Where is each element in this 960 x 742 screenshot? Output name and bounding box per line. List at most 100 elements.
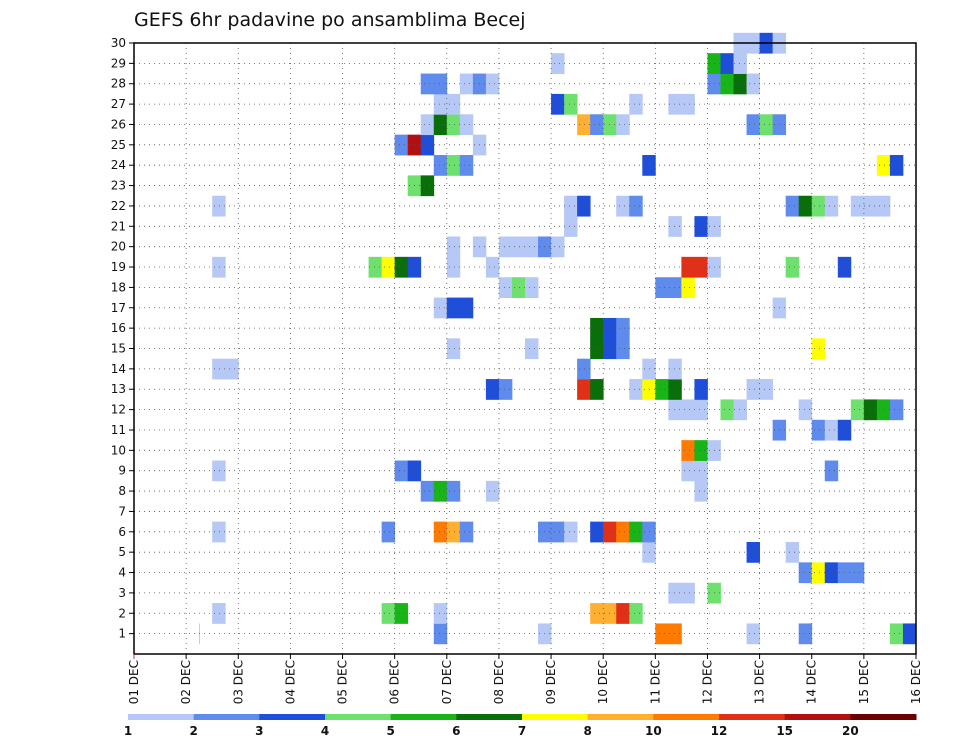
heatmap-cell — [420, 114, 435, 136]
colorbar-label: 12 — [711, 724, 728, 738]
heatmap-cell — [433, 297, 448, 319]
y-tick-label: 19 — [111, 260, 126, 274]
heatmap-cell — [785, 541, 800, 563]
colorbar-label: 3 — [255, 724, 263, 738]
heatmap-cell — [811, 419, 826, 441]
y-tick-label: 16 — [111, 321, 126, 335]
x-tick-label: 03 DEC — [231, 660, 245, 704]
heatmap-cell — [668, 399, 708, 421]
heatmap-cell — [746, 623, 760, 645]
y-tick-label: 10 — [111, 443, 126, 457]
heatmap-cell — [655, 623, 669, 645]
heatmap-cell — [720, 399, 734, 421]
y-tick-label: 27 — [111, 97, 126, 111]
heatmap-cell — [420, 134, 435, 156]
heatmap-cell — [590, 114, 604, 136]
colorbar-swatch — [719, 714, 786, 720]
heatmap-cell — [681, 440, 695, 461]
heatmap-cell — [720, 53, 734, 74]
y-tick-label: 6 — [118, 525, 126, 539]
heatmap-cell — [798, 399, 813, 421]
heatmap-cell — [459, 73, 474, 95]
heatmap-cell — [564, 521, 578, 543]
heatmap-cell — [212, 358, 239, 380]
heatmap-cell — [485, 256, 500, 278]
heatmap-cell — [616, 195, 630, 217]
heatmap-cell — [394, 460, 409, 482]
heatmap-cell — [668, 93, 695, 115]
heatmap-cell — [446, 480, 461, 502]
heatmap-cell — [694, 379, 708, 400]
y-tick-label: 20 — [111, 240, 126, 254]
heatmap-cell — [798, 623, 813, 645]
heatmap-cell — [694, 480, 708, 502]
heatmap-cell — [381, 603, 396, 624]
heatmap-cell — [616, 338, 630, 360]
y-tick-label: 11 — [111, 423, 126, 437]
heatmap-cell — [551, 53, 565, 74]
heatmap-cell — [668, 582, 695, 604]
colorbar: 1 2 3 4 5 6 7 8 10 12 15 20 — [124, 714, 917, 738]
heatmap-cell — [824, 562, 839, 584]
heatmap-cell — [459, 521, 474, 543]
colorbar-label: 5 — [386, 724, 394, 738]
heatmap-cell — [564, 195, 578, 217]
heatmap-cell — [381, 256, 396, 278]
heatmap-cell — [629, 521, 643, 543]
colorbar-label: 4 — [321, 724, 329, 738]
y-axis: 1234567891011121314151617181920212223242… — [111, 36, 134, 641]
heatmap-cell — [459, 114, 474, 136]
heatmap-cell — [590, 521, 604, 543]
x-tick-label: 11 DEC — [648, 660, 662, 704]
y-tick-label: 26 — [111, 117, 126, 131]
y-tick-label: 21 — [111, 219, 126, 233]
heatmap-cell — [837, 562, 865, 584]
heatmap-cell — [577, 358, 591, 380]
y-tick-label: 28 — [111, 77, 126, 91]
y-tick-label: 18 — [111, 280, 126, 294]
heatmap-cell — [655, 379, 669, 400]
heatmap-cell — [720, 73, 734, 95]
heatmap-cell — [681, 277, 695, 298]
heatmap-cell — [381, 521, 396, 543]
heatmap-cell — [590, 338, 604, 360]
x-tick-label: 14 DEC — [805, 660, 819, 704]
x-tick-label: 08 DEC — [492, 660, 506, 704]
y-tick-label: 14 — [111, 362, 126, 376]
heatmap-cell — [889, 155, 904, 176]
heatmap-cell — [212, 195, 226, 217]
colorbar-label: 7 — [518, 724, 526, 738]
heatmap-cell — [212, 603, 226, 624]
colorbar-label: 10 — [645, 724, 662, 738]
heatmap-cell — [746, 114, 760, 136]
heatmap-cell — [590, 317, 604, 339]
heatmap-cell — [420, 175, 435, 197]
heatmap-cell — [433, 114, 448, 136]
heatmap-cell — [446, 114, 461, 136]
heatmap-cell — [824, 195, 839, 217]
heatmap-cell — [498, 277, 513, 298]
x-tick-label: 06 DEC — [388, 660, 402, 704]
heatmap-cell — [212, 256, 226, 278]
heatmap-cell — [889, 399, 904, 421]
heatmap-cell — [668, 216, 682, 237]
y-tick-label: 1 — [118, 627, 126, 641]
heatmap-cell — [551, 236, 565, 258]
x-tick-label: 04 DEC — [283, 660, 297, 704]
heatmap-cell — [590, 379, 604, 400]
y-tick-label: 23 — [111, 179, 126, 193]
heatmap-cell — [694, 440, 708, 461]
y-tick-label: 3 — [118, 586, 126, 600]
heatmap-cells — [199, 32, 917, 645]
heatmap-cell — [616, 114, 630, 136]
heatmap-cell — [446, 236, 461, 258]
colorbar-label: 20 — [842, 724, 859, 738]
y-tick-label: 25 — [111, 138, 126, 152]
colorbar-swatch — [522, 714, 589, 720]
colorbar-swatch — [325, 714, 392, 720]
colorbar-swatch — [784, 714, 851, 720]
colorbar-swatch — [653, 714, 720, 720]
heatmap-cell — [811, 195, 826, 217]
colorbar-label: 8 — [583, 724, 591, 738]
